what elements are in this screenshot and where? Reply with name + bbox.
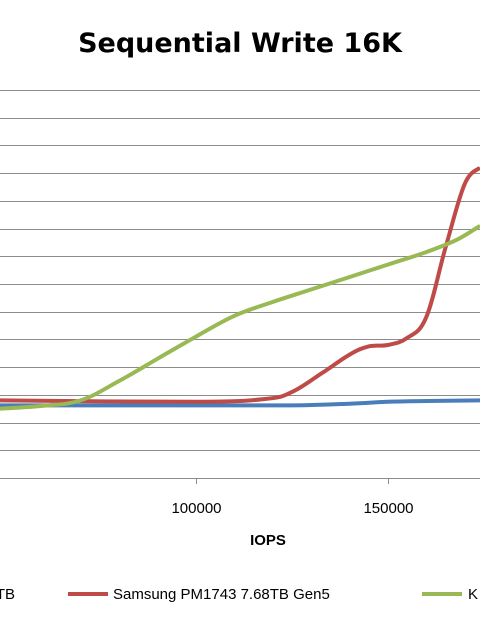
- series-line-0: [0, 398, 480, 408]
- x-tick-labels: 100000 150000: [171, 478, 414, 517]
- x-tick-label-0: 100000: [171, 500, 221, 517]
- legend: TB Samsung PM1743 7.68TB Gen5 K: [0, 586, 478, 603]
- legend-label-2: K: [468, 586, 478, 603]
- gridlines: [0, 90, 480, 479]
- series-line-2: [0, 224, 480, 411]
- legend-label-0: TB: [0, 586, 15, 603]
- series-line-1: [0, 166, 480, 404]
- chart-title: Sequential Write 16K: [78, 28, 403, 59]
- x-axis-title: IOPS: [250, 532, 286, 549]
- x-tick-label-1: 150000: [363, 500, 413, 517]
- series-lines: [0, 166, 480, 411]
- legend-label-1: Samsung PM1743 7.68TB Gen5: [113, 586, 330, 603]
